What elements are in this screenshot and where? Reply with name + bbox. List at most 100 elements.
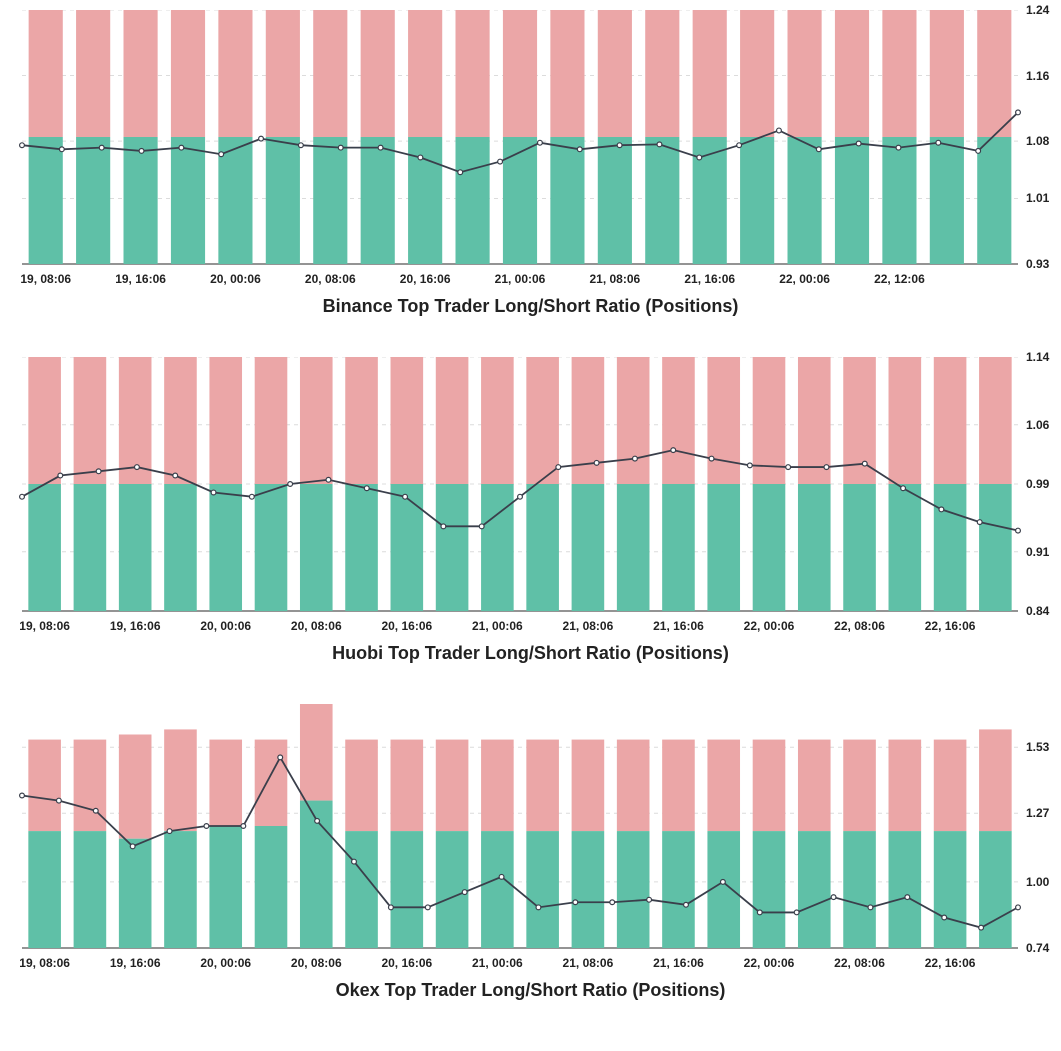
bar-segment-long: [753, 484, 786, 611]
x-tick-label: 19, 08:06: [20, 272, 71, 286]
ratio-point: [99, 145, 104, 150]
ratio-point: [249, 494, 254, 499]
ratio-point: [577, 147, 582, 152]
ratio-point: [709, 456, 714, 461]
bar-segment-long: [979, 831, 1012, 948]
y-tick-label: 0.74: [1026, 941, 1049, 955]
ratio-point: [326, 477, 331, 482]
ratio-point: [441, 524, 446, 529]
bar-segment-short: [934, 740, 967, 832]
ratio-point: [458, 170, 463, 175]
ratio-point: [364, 486, 369, 491]
x-tick-label: 20, 00:06: [200, 619, 251, 633]
bar-segment-long: [391, 831, 424, 948]
ratio-point: [684, 902, 689, 907]
bar-segment-long: [526, 831, 559, 948]
bar-segment-long: [979, 484, 1012, 611]
bar-segment-long: [29, 137, 63, 264]
ratio-point: [657, 142, 662, 147]
bar-segment-short: [572, 740, 605, 832]
bar-segment-short: [707, 357, 740, 484]
bar-segment-long: [572, 484, 605, 611]
ratio-point: [977, 520, 982, 525]
y-tick-label: 0.84: [1026, 604, 1049, 618]
x-tick-label: 21, 16:06: [653, 956, 704, 970]
bar-segment-short: [526, 740, 559, 832]
bar-segment-long: [889, 484, 922, 611]
ratio-point: [538, 140, 543, 145]
y-tick-label: 1.24: [1026, 3, 1049, 17]
bar-segment-long: [209, 484, 242, 611]
bar-segment-short: [76, 10, 110, 137]
bar-segment-short: [645, 10, 679, 137]
bar-segment-short: [798, 740, 831, 832]
bar-segment-short: [171, 10, 205, 137]
bar-segment-long: [255, 826, 288, 948]
ratio-point: [594, 460, 599, 465]
ratio-point: [204, 824, 209, 829]
bar-segment-short: [882, 10, 916, 137]
ratio-point: [179, 145, 184, 150]
bar-segment-short: [123, 10, 157, 137]
ratio-point: [786, 465, 791, 470]
ratio-point: [979, 925, 984, 930]
bar-segment-short: [740, 10, 774, 137]
bar-segment-long: [977, 137, 1011, 264]
x-tick-label: 22, 00:06: [744, 619, 795, 633]
bar-segment-long: [74, 484, 107, 611]
chart-svg: [10, 704, 1051, 950]
x-tick-label: 21, 08:06: [589, 272, 640, 286]
bar-segment-short: [481, 357, 514, 484]
x-tick-label: 21, 16:06: [684, 272, 735, 286]
bar-segment-long: [123, 137, 157, 264]
ratio-point: [757, 910, 762, 915]
bar-segment-short: [662, 740, 695, 832]
bar-segment-short: [617, 740, 650, 832]
ratio-point: [96, 469, 101, 474]
bar-segment-short: [787, 10, 821, 137]
ratio-point: [901, 486, 906, 491]
ratio-point: [816, 147, 821, 152]
x-tick-label: 20, 08:06: [291, 619, 342, 633]
ratio-point: [418, 155, 423, 160]
bar-segment-long: [74, 831, 107, 948]
bar-segment-long: [753, 831, 786, 948]
bar-segment-short: [934, 357, 967, 484]
bar-segment-long: [503, 137, 537, 264]
chart-area: 0.931.011.081.161.2419, 08:0619, 16:0620…: [10, 10, 1051, 290]
bar-segment-long: [28, 484, 61, 611]
bar-segment-short: [979, 729, 1012, 831]
x-tick-label: 22, 16:06: [925, 619, 976, 633]
bar-segment-long: [662, 484, 695, 611]
ratio-point: [20, 494, 25, 499]
ratio-point: [556, 465, 561, 470]
bar-segment-long: [934, 831, 967, 948]
bar-segment-long: [740, 137, 774, 264]
ratio-point: [167, 829, 172, 834]
ratio-point: [479, 524, 484, 529]
ratio-point: [352, 859, 357, 864]
ratio-point: [93, 808, 98, 813]
bar-segment-long: [843, 831, 876, 948]
chart-title: Binance Top Trader Long/Short Ratio (Pos…: [10, 296, 1051, 317]
bar-segment-long: [617, 484, 650, 611]
ratio-point: [942, 915, 947, 920]
ratio-point: [20, 143, 25, 148]
ratio-point: [777, 128, 782, 133]
ratio-point: [173, 473, 178, 478]
bar-segment-short: [255, 357, 288, 484]
chart-panel-okex: 0.741.001.271.5319, 08:0619, 16:0620, 00…: [10, 704, 1051, 1001]
chart-svg: [10, 357, 1051, 613]
x-tick-label: 20, 08:06: [291, 956, 342, 970]
bar-segment-long: [598, 137, 632, 264]
bar-segment-long: [481, 484, 514, 611]
x-tick-label: 19, 16:06: [110, 619, 161, 633]
ratio-point: [1016, 528, 1021, 533]
chart-panel-huobi: 0.840.910.991.061.1419, 08:0619, 16:0620…: [10, 357, 1051, 664]
ratio-point: [378, 145, 383, 150]
x-tick-label: 20, 08:06: [305, 272, 356, 286]
bar-segment-long: [28, 831, 61, 948]
bar-segment-long: [889, 831, 922, 948]
y-tick-label: 1.53: [1026, 740, 1049, 754]
bar-segment-long: [266, 137, 300, 264]
